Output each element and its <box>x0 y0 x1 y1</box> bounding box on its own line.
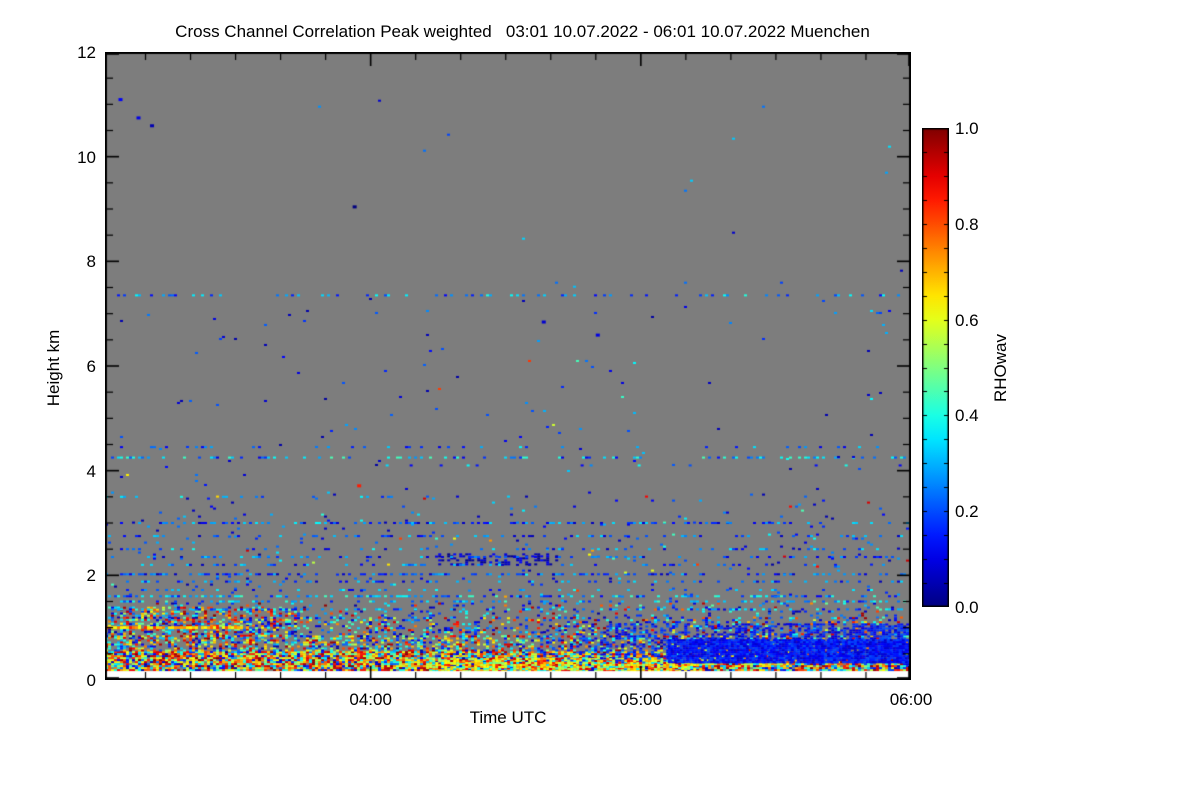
chart-title: Cross Channel Correlation Peak weighted … <box>175 22 870 41</box>
y-tick-label: 0 <box>86 671 96 690</box>
colorbar-label: RHOwav <box>991 333 1010 403</box>
colorbar-tick-label: 0.6 <box>955 310 979 330</box>
x-tick-label: 06:00 <box>889 690 933 709</box>
colorbar-tick-label: 0.8 <box>955 214 979 234</box>
colorbar <box>922 128 949 607</box>
colorbar-tick-label: 0.4 <box>955 406 979 426</box>
y-tick-label: 6 <box>86 357 96 376</box>
colorbar-tick-label: 0.2 <box>955 502 979 522</box>
x-axis-label: Time UTC <box>469 708 547 727</box>
x-tick-label: 04:00 <box>349 690 392 709</box>
y-tick-label: 12 <box>77 43 96 62</box>
y-axis-label: Height km <box>44 329 63 407</box>
colorbar-tick-label: 1.0 <box>955 119 979 138</box>
y-tick-label: 2 <box>86 566 96 586</box>
x-tick-label: 05:00 <box>619 690 663 709</box>
y-tick-label: 10 <box>77 147 96 167</box>
heatmap-plot-area <box>105 52 911 680</box>
colorbar-tick-label: 0.0 <box>955 598 979 617</box>
y-tick-label: 4 <box>86 461 96 481</box>
y-tick-label: 8 <box>86 252 96 272</box>
